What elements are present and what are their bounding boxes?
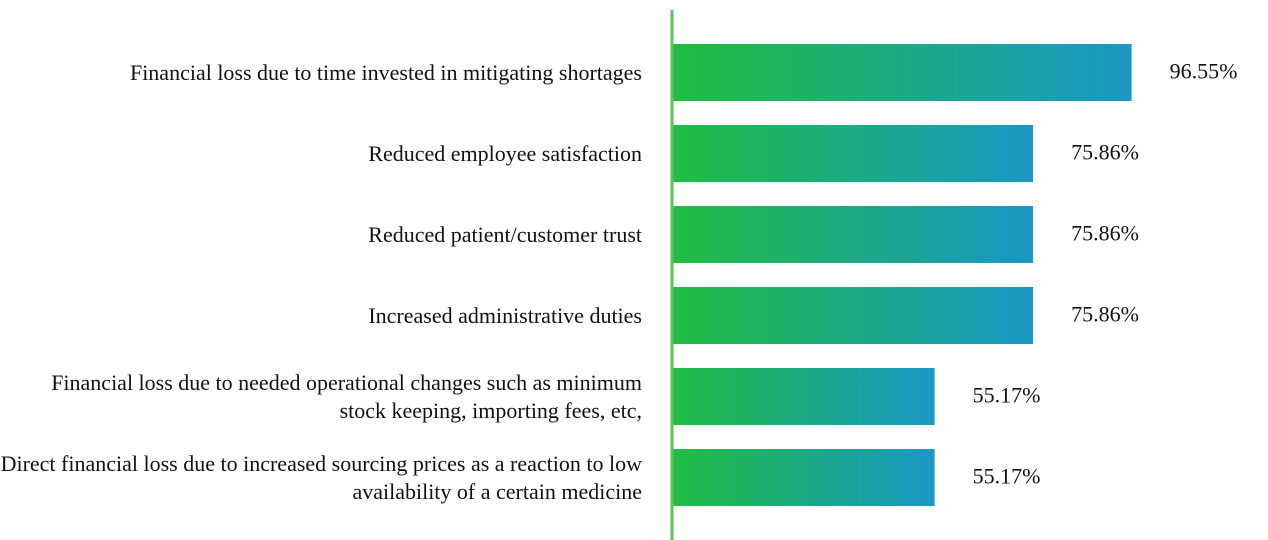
category-text: Reduced patient/customer trust [368, 221, 642, 247]
category-text: Increased administrative duties [368, 302, 642, 328]
value-label: 55.17% [973, 383, 1041, 408]
category-text: Reduced employee satisfaction [368, 140, 642, 166]
category-text: Direct financial loss due to increased s… [0, 450, 642, 504]
value-label: 75.86% [1071, 302, 1139, 327]
value-label: 96.55% [1170, 59, 1238, 84]
category-text: Financial loss due to time invested in m… [129, 59, 642, 85]
category-label: Direct financial loss due to increased s… [0, 437, 642, 518]
bar [672, 125, 1034, 182]
category-label: Financial loss due to time invested in m… [0, 32, 642, 113]
bar [672, 44, 1132, 101]
bar [672, 368, 935, 425]
value-label: 75.86% [1071, 140, 1139, 165]
bar [672, 449, 935, 506]
category-label: Financial loss due to needed operational… [0, 356, 642, 437]
category-label: Increased administrative duties [0, 275, 642, 356]
category-text: Financial loss due to needed operational… [51, 369, 642, 423]
value-label: 75.86% [1071, 221, 1139, 246]
bar [672, 206, 1034, 263]
bar [672, 287, 1034, 344]
category-label: Reduced patient/customer trust [0, 194, 642, 275]
category-label: Reduced employee satisfaction [0, 113, 642, 194]
value-label: 55.17% [973, 464, 1041, 489]
